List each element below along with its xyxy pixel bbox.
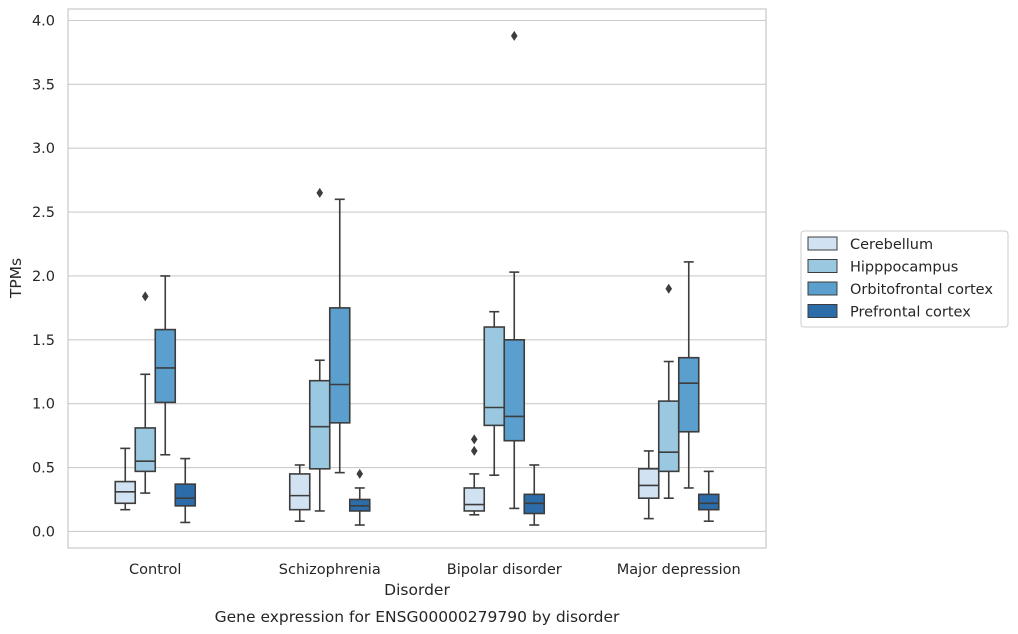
y-axis-ticks: 0.0 0.5 1.0 1.5 2.0 2.5 3.0 3.5 4.0 [32, 13, 55, 540]
y-tick-label: 1.0 [32, 397, 55, 413]
outlier-point [356, 468, 364, 479]
legend-entry-label: Prefrontal cortex [850, 305, 971, 321]
y-tick-label: 3.5 [32, 77, 55, 93]
box-iqr [483, 326, 506, 427]
outlier-point [470, 445, 478, 456]
plot-frame [67, 8, 767, 549]
box-group [463, 434, 486, 516]
box-group [523, 464, 546, 526]
box-group [308, 187, 331, 512]
box-iqr [154, 328, 177, 404]
x-tick-label: Control [129, 562, 181, 578]
y-tick-label: 4.0 [32, 13, 55, 29]
outlier-point [665, 283, 673, 294]
box-iqr [637, 468, 660, 499]
box-group [328, 198, 351, 474]
box-layer [114, 30, 720, 526]
box-iqr [697, 493, 720, 511]
x-tick-label: Major depression [617, 562, 741, 578]
legend-swatch [807, 281, 838, 296]
legend-swatch [807, 236, 838, 251]
legend-frame [800, 230, 1009, 328]
box-group [114, 447, 137, 511]
box-group [637, 450, 660, 520]
box-group [288, 464, 311, 522]
box-group [348, 468, 371, 526]
x-axis-ticks: Control Schizophrenia Bipolar disorder Majo… [129, 562, 741, 578]
box-iqr [308, 379, 331, 470]
legend-entry-label: Cerebellum [850, 237, 933, 253]
box-iqr [328, 307, 351, 424]
box-iqr [677, 356, 700, 433]
outlier-point [470, 434, 478, 445]
legend: Cerebellum Hipppocampus Orbitofrontal cort… [800, 230, 1009, 328]
box-group [483, 310, 506, 476]
outlier-point [141, 291, 149, 302]
outlier-point [510, 30, 518, 41]
grid-lines [68, 19, 766, 532]
box-iqr [503, 339, 526, 442]
legend-swatch [807, 304, 838, 318]
y-tick-label: 3.0 [32, 141, 55, 157]
outlier-point [316, 187, 324, 198]
y-tick-label: 2.0 [32, 269, 55, 285]
box-group [677, 261, 700, 489]
legend-swatch [807, 259, 838, 273]
y-tick-label: 2.5 [32, 205, 55, 221]
box-iqr [174, 483, 197, 507]
box-group [154, 275, 177, 456]
box-group [503, 30, 526, 510]
legend-entry-label: Hipppocampus [850, 260, 958, 276]
box-iqr [657, 400, 680, 473]
box-iqr [288, 473, 311, 511]
legend-entry-label: Orbitofrontal cortex [850, 282, 993, 298]
box-group [697, 470, 720, 522]
box-group [657, 283, 680, 499]
figure-caption: Gene expression for ENSG00000279790 by d… [215, 608, 620, 626]
box-group [174, 457, 197, 524]
x-tick-label: Bipolar disorder [447, 562, 562, 578]
y-tick-label: 1.5 [32, 333, 55, 349]
box-iqr [134, 427, 157, 473]
box-iqr [463, 487, 486, 512]
y-tick-label: 0.0 [32, 524, 55, 540]
x-tick-label: Schizophrenia [279, 562, 381, 578]
y-axis-label: TPMs [7, 258, 25, 299]
y-tick-label: 0.5 [32, 461, 55, 477]
box-group [134, 291, 157, 494]
x-axis-label: Disorder [384, 581, 450, 599]
